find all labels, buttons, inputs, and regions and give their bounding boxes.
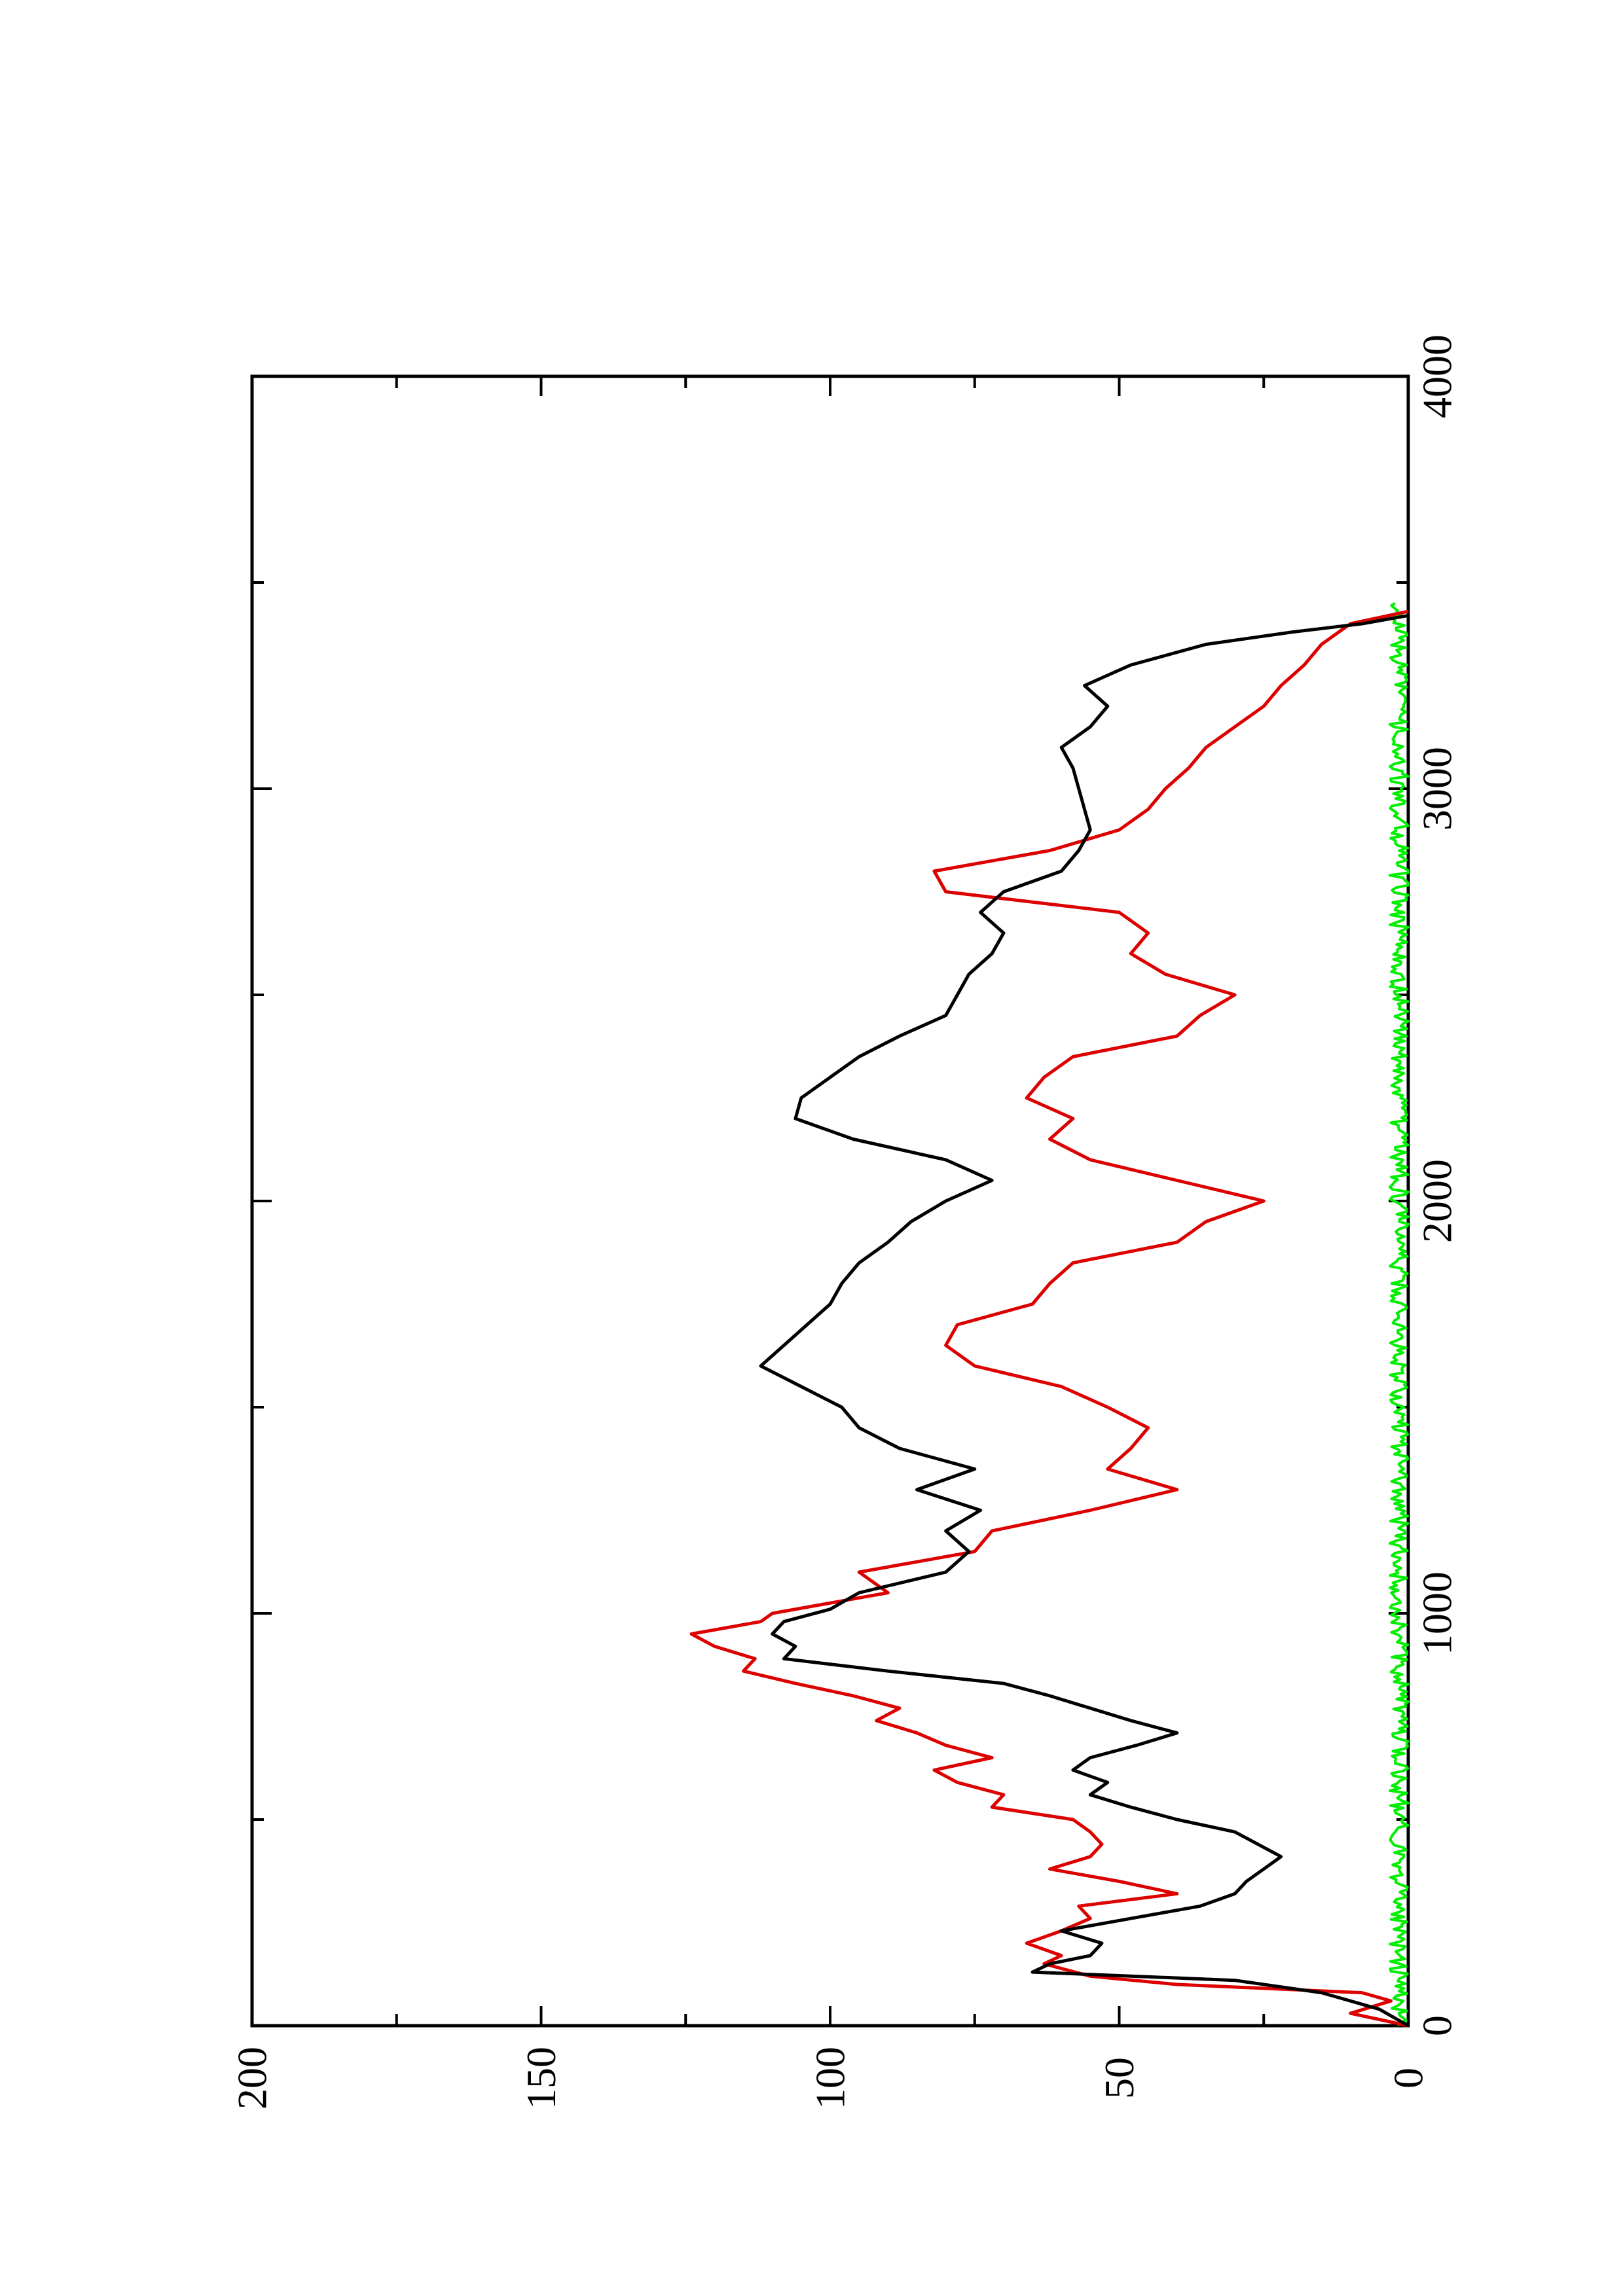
y-tick-label: 200 (229, 2047, 276, 2109)
axis-ticks (251, 375, 1410, 2027)
x-tick-label: 2000 (1414, 1159, 1461, 1243)
x-tick-label: 0 (1414, 2015, 1461, 2036)
x-tick-label: 1000 (1414, 1571, 1461, 1655)
series-line-0 (759, 613, 1410, 2028)
plot-frame (250, 374, 1410, 2028)
series-line-1 (689, 609, 1409, 2028)
y-tick-label: 0 (1385, 2068, 1432, 2089)
y-tick-label: 50 (1096, 2057, 1142, 2099)
y-tick-label: 100 (807, 2047, 854, 2109)
x-tick-label: 4000 (1414, 334, 1461, 418)
series-lines (689, 601, 1410, 2028)
tick-labels: 0 1000 2000 3000 4000 0 50 100 150 200 (229, 334, 1461, 2109)
x-tick-label: 3000 (1414, 747, 1461, 831)
plot-frame-group (250, 374, 1410, 2028)
series-line-2 (1388, 601, 1410, 2026)
y-tick-label: 150 (518, 2047, 564, 2109)
